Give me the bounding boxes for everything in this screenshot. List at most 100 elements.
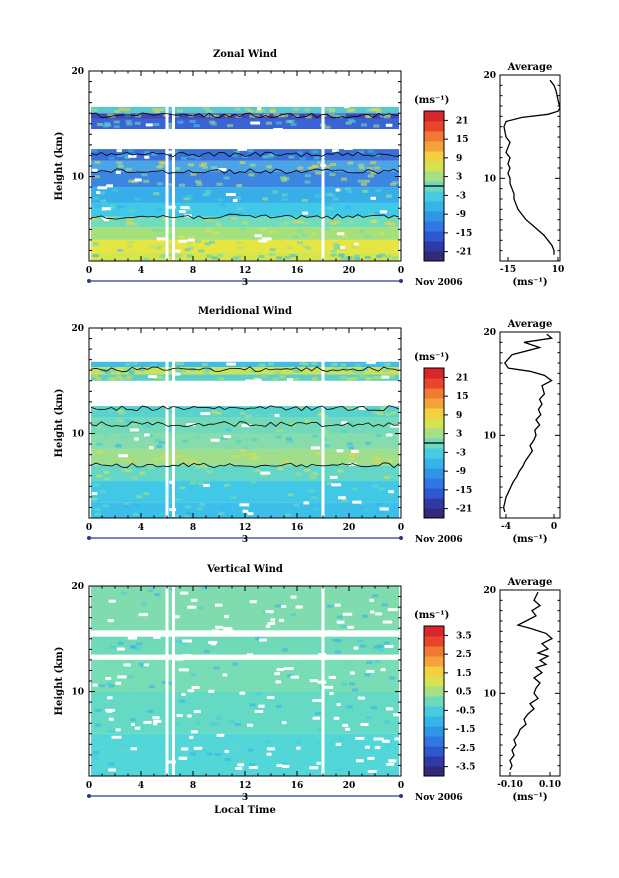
heatmap-cell <box>372 594 379 598</box>
heatmap-cell <box>125 469 132 473</box>
heatmap-cell <box>304 174 311 178</box>
heatmap-cell <box>113 697 120 701</box>
missing-data-cell <box>352 500 362 504</box>
missing-data-cell <box>249 600 257 604</box>
heatmap-cell <box>232 154 239 158</box>
missing-data-cell <box>144 155 150 159</box>
missing-data-cell <box>153 635 161 639</box>
y-tick-label: 10 <box>71 173 84 183</box>
date-axis-endpoint <box>87 536 91 540</box>
missing-data-cell <box>394 737 401 741</box>
heatmap-cell <box>157 376 164 380</box>
heatmap-cell <box>142 661 149 665</box>
heatmap-cell <box>305 420 312 424</box>
missing-data-cell <box>218 168 227 172</box>
colorbar-swatch <box>424 626 444 637</box>
heatmap-cell <box>116 409 123 413</box>
heatmap-cell <box>155 246 162 250</box>
missing-data-cell <box>309 679 318 683</box>
heatmap-cell <box>122 153 129 157</box>
heatmap-cell <box>138 662 145 666</box>
heatmap-cell <box>330 253 337 257</box>
missing-data-cell <box>203 483 210 487</box>
missing-data-cell <box>261 237 272 241</box>
missing-data-cell <box>153 722 158 726</box>
missing-data-cell <box>243 347 252 351</box>
heatmap-cell <box>202 193 209 197</box>
missing-data-cell <box>130 747 137 751</box>
colorbar-swatch <box>424 488 444 499</box>
heatmap-cell <box>132 362 139 366</box>
heatmap-cell <box>268 153 275 157</box>
missing-data-cell <box>250 121 261 125</box>
heatmap-cell <box>187 412 194 416</box>
heatmap-cell <box>155 697 162 701</box>
heatmap-cell <box>92 217 99 221</box>
missing-data-cell <box>128 349 138 353</box>
heatmap-cell <box>322 430 329 434</box>
profile-y-tick-label: 20 <box>483 328 496 338</box>
y-tick-label: 20 <box>71 582 84 592</box>
heatmap-cell <box>103 121 110 125</box>
colorbar-swatch <box>424 121 444 132</box>
heatmap-cell <box>124 419 131 423</box>
missing-data-cell <box>348 462 357 466</box>
missing-data-cell <box>107 696 113 700</box>
missing-data-cell <box>108 768 116 772</box>
heatmap-cell <box>135 114 142 118</box>
heatmap-cell <box>107 410 114 414</box>
heatmap-cell <box>234 107 241 111</box>
heatmap-cell <box>272 377 279 381</box>
heatmap-cell <box>381 363 388 367</box>
data-gap <box>165 587 169 775</box>
heatmap-cell <box>366 661 373 665</box>
data-gap <box>172 587 175 775</box>
heatmap-cell <box>143 179 150 183</box>
heatmap-cell <box>190 673 197 677</box>
missing-data-cell <box>333 716 340 720</box>
missing-data-cell <box>351 393 360 397</box>
heatmap-cell <box>302 222 309 226</box>
contour-line <box>90 462 400 469</box>
missing-data-cell <box>118 454 128 458</box>
heatmap-cell <box>235 204 242 208</box>
missing-data-cell <box>179 210 186 214</box>
heatmap-cell <box>217 506 224 510</box>
missing-data-cell <box>258 704 265 708</box>
heatmap-cell <box>203 107 210 111</box>
heatmap-cell <box>205 189 212 193</box>
heatmap-band <box>91 733 399 776</box>
missing-data-cell <box>224 629 234 633</box>
heatmap-cell <box>323 227 330 231</box>
heatmap-cell <box>111 369 118 373</box>
heatmap-cell <box>186 196 193 200</box>
heatmap-cell <box>132 512 139 516</box>
heatmap-cell <box>362 203 369 207</box>
heatmap-cell <box>324 444 331 448</box>
heatmap-cell <box>96 122 103 126</box>
heatmap-cell <box>126 375 133 379</box>
colorbar-swatch <box>424 468 444 479</box>
heatmap-cell <box>332 638 339 642</box>
heatmap-cell <box>267 155 274 159</box>
heatmap-cell <box>200 748 207 752</box>
heatmap-cell <box>351 369 358 373</box>
colorbar-swatch <box>424 191 444 202</box>
heatmap-cell <box>348 220 355 224</box>
colorbar-swatch <box>424 428 444 439</box>
heatmap-cell <box>241 221 248 225</box>
heatmap-cell <box>117 248 124 252</box>
missing-data-cell <box>328 141 334 145</box>
missing-data-cell <box>103 218 109 222</box>
heatmap-cell <box>179 486 186 490</box>
heatmap-cell <box>305 640 312 644</box>
colorbar-swatch <box>424 151 444 162</box>
heatmap-cell <box>340 376 347 380</box>
heatmap-cell <box>182 439 189 443</box>
heatmap-cell <box>161 218 168 222</box>
heatmap-cell <box>244 107 251 111</box>
missing-data-cell <box>316 761 321 765</box>
heatmap-cell <box>188 596 195 600</box>
heatmap-cell <box>240 362 247 366</box>
heatmap-cell <box>166 245 173 249</box>
